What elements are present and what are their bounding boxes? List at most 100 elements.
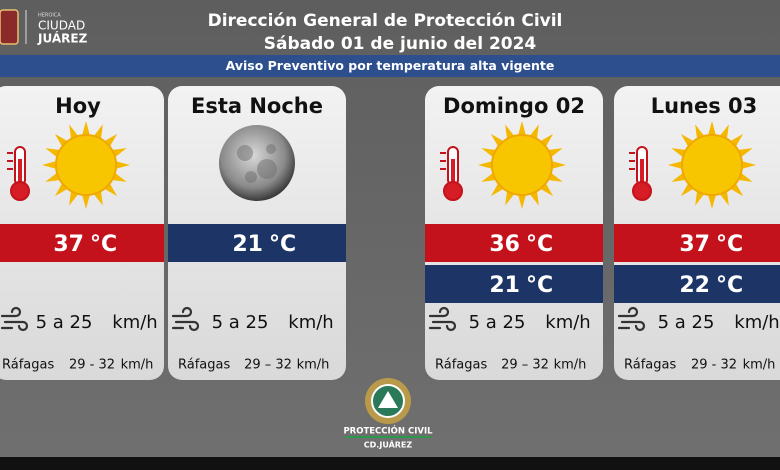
crest (0, 9, 19, 45)
banner-band (0, 55, 780, 77)
gusts-label: Ráfagas (178, 358, 230, 373)
moon-crater (257, 159, 277, 179)
sun-ray (111, 172, 127, 182)
thermometer-fill (451, 159, 455, 189)
temp-band (425, 265, 603, 303)
temp-unit: °C (526, 232, 553, 257)
temp-value: 36 (489, 232, 520, 257)
temp-value: 37 (53, 232, 84, 257)
temp-band (425, 224, 603, 262)
wind-icon (428, 306, 457, 332)
temp-band (614, 265, 780, 303)
wind-unit: km/h (734, 312, 779, 333)
city-logo: HEROICA CIUDAD JUÁREZ (0, 9, 88, 46)
sun-ray (478, 161, 493, 169)
moon-crater (237, 145, 253, 161)
sun-ray (45, 148, 61, 158)
sun-ray (719, 190, 729, 206)
sun-ray (695, 124, 705, 140)
gusts-unit: km/h (121, 358, 154, 373)
temp-unit: °C (269, 232, 296, 257)
sun-ray (82, 194, 90, 209)
thermometer-fill (640, 159, 644, 189)
sun-ray (547, 148, 563, 158)
gusts-range: 29 – 32 (244, 358, 292, 373)
sun-ray (69, 124, 79, 140)
sun-ray (708, 194, 716, 209)
temp-band (168, 224, 346, 262)
sun-ray (505, 190, 515, 206)
sun-ray (547, 172, 563, 182)
gusts-unit: km/h (297, 358, 330, 373)
logo-line1: HEROICA (38, 13, 61, 19)
sun-ray (481, 148, 497, 158)
gusts-range: 29 - 32 (691, 358, 737, 373)
date: Sábado 01 de junio del 2024 (264, 34, 537, 54)
wind-speed: 5 a 25 (658, 312, 715, 333)
card-title: Domingo 02 (443, 94, 585, 118)
wind-icon (0, 306, 29, 332)
wind-speed: 5 a 25 (36, 312, 93, 333)
sun-ray (93, 124, 103, 140)
banner-text: Aviso Preventivo por temperatura alta vi… (226, 58, 555, 73)
thermometer-marks (440, 152, 446, 170)
wind-unit: km/h (288, 312, 333, 333)
sun-ray (668, 161, 683, 169)
logo-line2: CIUDAD (38, 19, 85, 33)
moon-crater (266, 144, 276, 154)
gusts-unit: km/h (554, 358, 587, 373)
sun-ray (518, 194, 526, 209)
forecast-card: Hoy 37 °C 5 a 25 km/h Ráfagas 29 - 32 km/h (0, 86, 164, 380)
sun-ray (505, 124, 515, 140)
temp-unit: °C (716, 232, 743, 257)
thermometer-bulb (443, 181, 463, 201)
moon-crater (245, 171, 257, 183)
wind-unit: km/h (545, 312, 590, 333)
temp-band (614, 224, 780, 262)
sun-ray (481, 172, 497, 182)
gusts-unit: km/h (743, 358, 776, 373)
card-title: Esta Noche (191, 94, 323, 118)
sun-disc (491, 134, 553, 196)
gusts-label: Ráfagas (435, 358, 487, 373)
sun-ray (719, 124, 729, 140)
card-title: Lunes 03 (651, 94, 758, 118)
sun-ray (529, 190, 539, 206)
sun-ray (695, 190, 705, 206)
sun-disc (55, 134, 117, 196)
temp-unit: °C (90, 232, 117, 257)
bottom-strip (0, 457, 780, 470)
forecast-card: Esta Noche 21 °C 5 a 25 km/h Ráfagas 29 – 32 km… (168, 86, 346, 380)
wind-speed: 5 a 25 (469, 312, 526, 333)
sun-ray (708, 121, 716, 136)
gusts-range: 29 – 32 (501, 358, 549, 373)
footer-city: CD.JUÁREZ (364, 439, 413, 450)
moon (219, 125, 295, 201)
gusts-label: Ráfagas (2, 358, 54, 373)
footer-logo: PROTECCIÓN CIVIL CD.JUÁREZ (343, 378, 433, 450)
temp-value: 22 (679, 273, 710, 298)
sun-ray (737, 172, 753, 182)
temp-band (0, 224, 164, 262)
sun-ray (111, 148, 127, 158)
sun-ray (741, 161, 756, 169)
sun-ray (115, 161, 130, 169)
sun-ray (737, 148, 753, 158)
sun-ray (671, 148, 687, 158)
sun-ray (93, 190, 103, 206)
title: Dirección General de Protección Civil (208, 11, 563, 31)
wind-unit: km/h (112, 312, 157, 333)
gusts-range: 29 - 32 (69, 358, 115, 373)
wind-speed: 5 a 25 (212, 312, 269, 333)
sun-ray (518, 121, 526, 136)
logo-line3: JUÁREZ (37, 31, 88, 46)
sun-ray (82, 121, 90, 136)
thermometer-fill (18, 159, 22, 189)
wind-icon (617, 306, 646, 332)
sun-ray (551, 161, 566, 169)
